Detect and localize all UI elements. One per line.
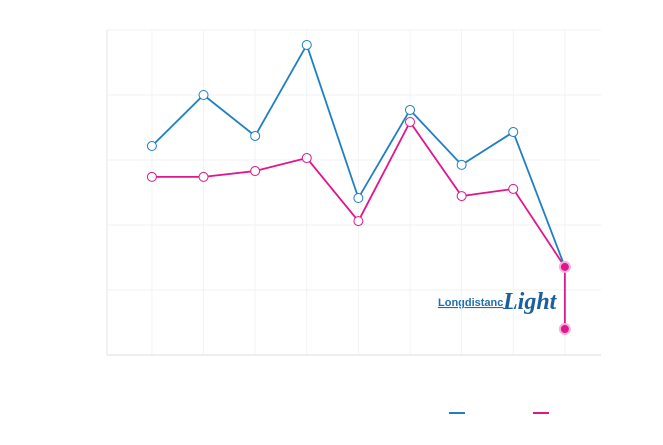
point xyxy=(301,153,312,164)
point xyxy=(456,191,467,202)
point xyxy=(456,159,467,170)
point xyxy=(146,171,157,182)
point xyxy=(558,323,571,335)
watermark-brand: Longdistanc xyxy=(438,297,503,309)
series-line xyxy=(151,120,566,329)
point xyxy=(405,116,416,127)
point xyxy=(198,171,209,182)
point xyxy=(405,104,416,115)
point xyxy=(198,90,209,100)
point xyxy=(250,130,261,141)
point xyxy=(146,141,157,152)
point xyxy=(250,166,261,177)
point xyxy=(353,193,364,204)
point xyxy=(508,127,519,138)
point xyxy=(508,183,519,194)
point xyxy=(353,216,364,227)
point xyxy=(558,260,571,273)
plot xyxy=(106,29,601,414)
point xyxy=(301,39,312,50)
watermark-script: Light xyxy=(502,289,558,315)
